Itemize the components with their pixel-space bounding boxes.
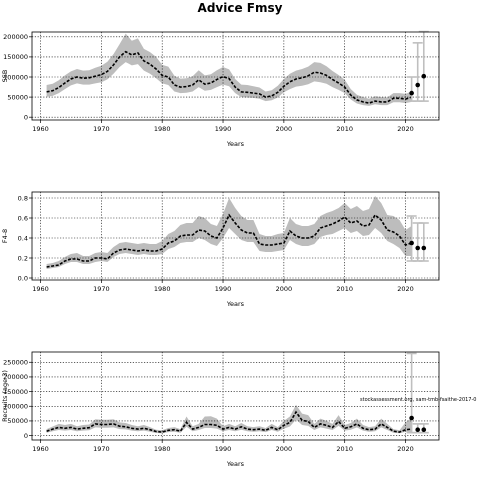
ssb-panel-x-tick-label: 1970 bbox=[93, 125, 110, 133]
ssb-panel-x-tick-label: 1980 bbox=[154, 125, 171, 133]
f-panel-x-tick-label: 1990 bbox=[215, 285, 232, 293]
f-panel-x-tick-label: 1960 bbox=[32, 285, 49, 293]
recruits-panel-x-tick-label: 1970 bbox=[93, 445, 110, 453]
recruits-panel-x-tick-label: 1960 bbox=[32, 445, 49, 453]
f-panel-x-tick-label: 2020 bbox=[397, 285, 414, 293]
f-panel-y-tick-label: 0.0 bbox=[18, 274, 28, 282]
ssb-panel-advice-point bbox=[421, 73, 427, 79]
ssb-panel-x-tick-label: 1990 bbox=[215, 125, 232, 133]
f-panel-x-tick-label: 2010 bbox=[336, 285, 353, 293]
ssb-panel-frame bbox=[31, 31, 440, 121]
recruits-panel-x-tick-label: 2020 bbox=[397, 445, 414, 453]
recruits-panel-y-axis-label: Recruits (age 3) bbox=[1, 370, 9, 422]
recruits-panel-advice-point bbox=[415, 427, 421, 433]
ssb-panel-x-tick-label: 2000 bbox=[276, 125, 293, 133]
ssb-panel-y-tick-label: 50000 bbox=[7, 93, 28, 101]
f-panel-y-tick-label: 0.8 bbox=[18, 194, 28, 202]
f-panel-advice-point bbox=[415, 245, 421, 251]
recruits-panel-x-tick-label: 1990 bbox=[215, 445, 232, 453]
f-panel-y-axis-label: F4-8 bbox=[1, 229, 9, 243]
f-panel-advice-point bbox=[421, 245, 427, 251]
ssb-panel-x-axis-label: Years bbox=[226, 140, 245, 148]
credit-annotation: stockassessment.org, sam-tmb-fsaithe-201… bbox=[360, 397, 476, 403]
recruits-panel-y-tick-label: 250000 bbox=[3, 359, 28, 367]
chart-title: Advice Fmsy bbox=[197, 1, 283, 15]
f-panel-frame bbox=[31, 191, 440, 281]
ssb-panel-advice-point bbox=[409, 90, 414, 96]
recruits-panel-advice-point bbox=[421, 427, 427, 433]
ssb-panel-y-tick-label: 200000 bbox=[3, 33, 28, 41]
f-panel-x-tick-label: 2000 bbox=[276, 285, 293, 293]
ssb-panel-y-axis-label: SSB bbox=[1, 70, 9, 83]
recruits-panel-x-axis-label: Years bbox=[226, 460, 245, 468]
ssb-panel-confidence-band bbox=[46, 33, 412, 106]
ssb-panel-y-tick-label: 100000 bbox=[3, 73, 28, 81]
ssb-panel-advice-point bbox=[415, 82, 421, 88]
f-panel-y-tick-label: 0.2 bbox=[18, 254, 28, 262]
recruits-panel-y-tick-label: 200000 bbox=[3, 373, 28, 381]
ssb-panel-y-tick-label: 150000 bbox=[3, 53, 28, 61]
f-panel-x-tick-label: 1980 bbox=[154, 285, 171, 293]
f-panel-advice-point bbox=[409, 240, 414, 246]
ssb-panel-x-tick-label: 1960 bbox=[32, 125, 49, 133]
f-panel-y-tick-label: 0.6 bbox=[18, 214, 28, 222]
f-panel-x-axis-label: Years bbox=[226, 300, 245, 308]
recruits-panel-y-tick-label: 0 bbox=[24, 432, 28, 440]
recruits-panel-x-tick-label: 2000 bbox=[276, 445, 293, 453]
recruits-panel-estimate-line bbox=[46, 410, 412, 433]
f-panel-y-tick-label: 0.4 bbox=[18, 234, 28, 242]
f-panel-estimate-line bbox=[46, 213, 412, 268]
recruits-panel-y-tick-label: 100000 bbox=[3, 403, 28, 411]
recruits-panel-x-tick-label: 1980 bbox=[154, 445, 171, 453]
f-panel-x-tick-label: 1970 bbox=[93, 285, 110, 293]
ssb-panel-y-tick-label: 0 bbox=[24, 113, 28, 121]
ssb-panel-x-tick-label: 2020 bbox=[397, 125, 414, 133]
recruits-panel-y-tick-label: 50000 bbox=[7, 417, 28, 425]
recruits-panel-advice-point bbox=[409, 415, 414, 421]
recruits-panel-frame bbox=[31, 351, 440, 441]
recruits-panel-confidence-band bbox=[46, 404, 412, 434]
recruits-panel-y-tick-label: 150000 bbox=[3, 388, 28, 396]
ssb-panel-estimate-line bbox=[46, 50, 412, 104]
recruits-panel-x-tick-label: 2010 bbox=[336, 445, 353, 453]
ssb-panel-x-tick-label: 2010 bbox=[336, 125, 353, 133]
